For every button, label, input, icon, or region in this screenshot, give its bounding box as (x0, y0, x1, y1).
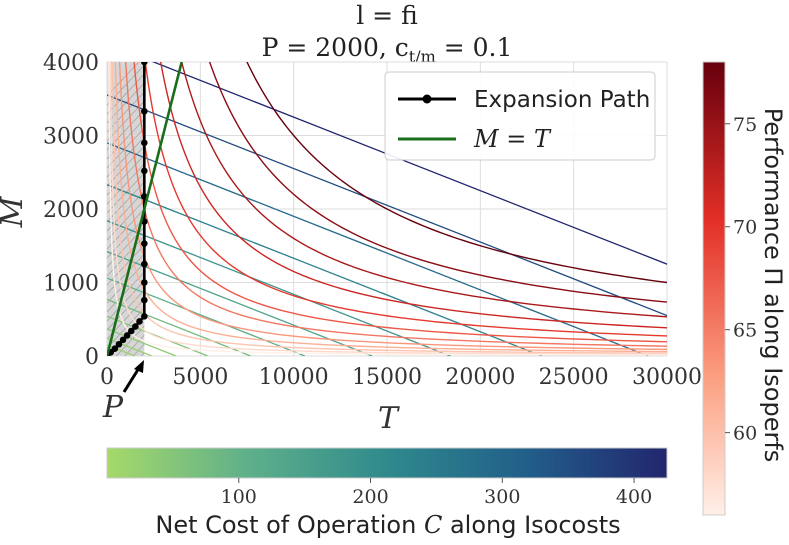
isoperf-curve (109, 62, 667, 355)
expansion-path-point (111, 345, 119, 352)
chart-title: l = fi (356, 1, 418, 30)
isoperf-colorbar-tick-label: 75 (733, 114, 757, 136)
expansion-path-point (141, 240, 148, 247)
x-axis-label: T (378, 401, 400, 436)
isoperf-curve (111, 62, 667, 354)
expansion-path-point (141, 260, 148, 268)
hatch-line (107, 208, 145, 250)
expansion-path-point (141, 313, 148, 320)
isocost-line (107, 328, 177, 356)
chart-subtitle: P = 2000, ct/m = 0.1 (262, 33, 513, 66)
isocost-colorbar-ticks: 100 200 300 400 (221, 478, 652, 508)
axis-ticks: 0 5000 10000 15000 20000 25000 30000 0 1000 2000 3… (43, 51, 702, 390)
isoperf-curve (180, 62, 667, 318)
x-tick-label: 5000 (172, 365, 228, 390)
x-tick-label: 0 (100, 365, 114, 390)
chart-subtitle-tail: = 0.1 (436, 33, 513, 62)
isoperf-colorbar-ticks: 60 65 70 75 (725, 114, 757, 445)
isoperf-curve (124, 62, 667, 347)
legend-mt-label: M = T (473, 125, 552, 153)
hatch-line (107, 109, 145, 151)
hatch-line (107, 244, 145, 286)
isocost-colorbar-label-post: along Isocosts (442, 511, 620, 539)
p-annotation-arrow-head (134, 360, 144, 373)
isocost-line (107, 277, 306, 356)
expansion-path-point (132, 323, 139, 330)
y-axis-label: M (0, 195, 30, 228)
y-tick-label: 0 (85, 345, 99, 370)
isoperf-curve (114, 62, 667, 353)
isoperf-curve (118, 62, 667, 351)
isocost-line (107, 298, 251, 356)
isocost-line (107, 94, 667, 317)
legend-expansion-label: Expansion Path (474, 87, 650, 113)
isoperf-colorbar-tick-label: 65 (733, 320, 757, 342)
isocost-colorbar-label-var: C (424, 511, 442, 539)
isocost-line (107, 337, 153, 356)
p-annotation-arrow-shaft (122, 367, 141, 393)
x-tick-label: 10000 (259, 365, 329, 390)
legend-expansion-marker (422, 94, 432, 104)
hatch-line (107, 271, 145, 313)
hatch-line (107, 145, 145, 187)
isoperf-colorbar-tick-label: 70 (733, 217, 757, 239)
p-annotation-label: P (102, 390, 124, 425)
expansion-path-point (123, 332, 131, 339)
expansion-path-point (141, 296, 148, 304)
expansion-path-point (141, 139, 148, 147)
hatch-line (107, 118, 145, 160)
hatch-line (107, 280, 145, 322)
chart-subtitle-subscript: t/m (409, 47, 436, 66)
expansion-path-point (141, 279, 148, 286)
isoperf-curve (159, 62, 667, 329)
y-tick-label: 4000 (43, 51, 99, 76)
expansion-path-point (141, 62, 148, 66)
expansion-path-point (119, 336, 127, 344)
isocost-colorbar-tick-label: 300 (484, 486, 520, 508)
expansion-path-point (141, 107, 148, 115)
x-tick-label: 30000 (632, 365, 702, 390)
isoperf-curve (208, 62, 667, 303)
x-tick-label: 20000 (445, 365, 515, 390)
mt-line (107, 62, 183, 356)
y-tick-label: 2000 (43, 198, 99, 223)
isocost-colorbar-tick-label: 100 (221, 486, 257, 508)
isocost-colorbar (106, 447, 668, 479)
y-tick-label: 1000 (43, 272, 99, 297)
hatch-line (107, 127, 145, 169)
isoperf-colorbar (702, 61, 726, 516)
isocost-colorbar-label-pre: Net Cost of Operation (155, 511, 424, 539)
x-tick-label: 25000 (539, 365, 609, 390)
isoperf-colorbar-label: Performance Π along Isoperfs (759, 108, 787, 463)
isocost-line (107, 344, 136, 356)
x-tick-label: 15000 (352, 365, 422, 390)
isocost-colorbar-tick-label: 400 (616, 486, 652, 508)
isoperf-colorbar-tick-label: 60 (733, 423, 757, 445)
isoperf-curve (144, 62, 667, 337)
chart-subtitle-main: P = 2000, c (262, 33, 409, 62)
expansion-path-point (127, 327, 135, 335)
expansion-path-point (141, 167, 148, 175)
series-group (107, 62, 183, 356)
isoperf-curve (246, 62, 667, 284)
isocost-line (107, 184, 543, 356)
y-tick-label: 3000 (43, 125, 99, 150)
hatch-line (107, 289, 145, 331)
expansion-path-point (115, 340, 123, 348)
isocost-colorbar-tick-label: 200 (352, 486, 388, 508)
isocost-line (107, 220, 451, 356)
isocost-line (151, 62, 667, 265)
isocost-lines (107, 62, 667, 356)
isocost-colorbar-label: Net Cost of Operation C along Isocosts (155, 511, 620, 539)
expansion-path-point (136, 318, 143, 325)
isoperf-curve (108, 62, 667, 356)
isoperf-curve (133, 62, 667, 343)
isoperf-curves (108, 62, 667, 356)
hatch-line (107, 217, 145, 259)
legend: Expansion Path M = T (384, 71, 656, 161)
